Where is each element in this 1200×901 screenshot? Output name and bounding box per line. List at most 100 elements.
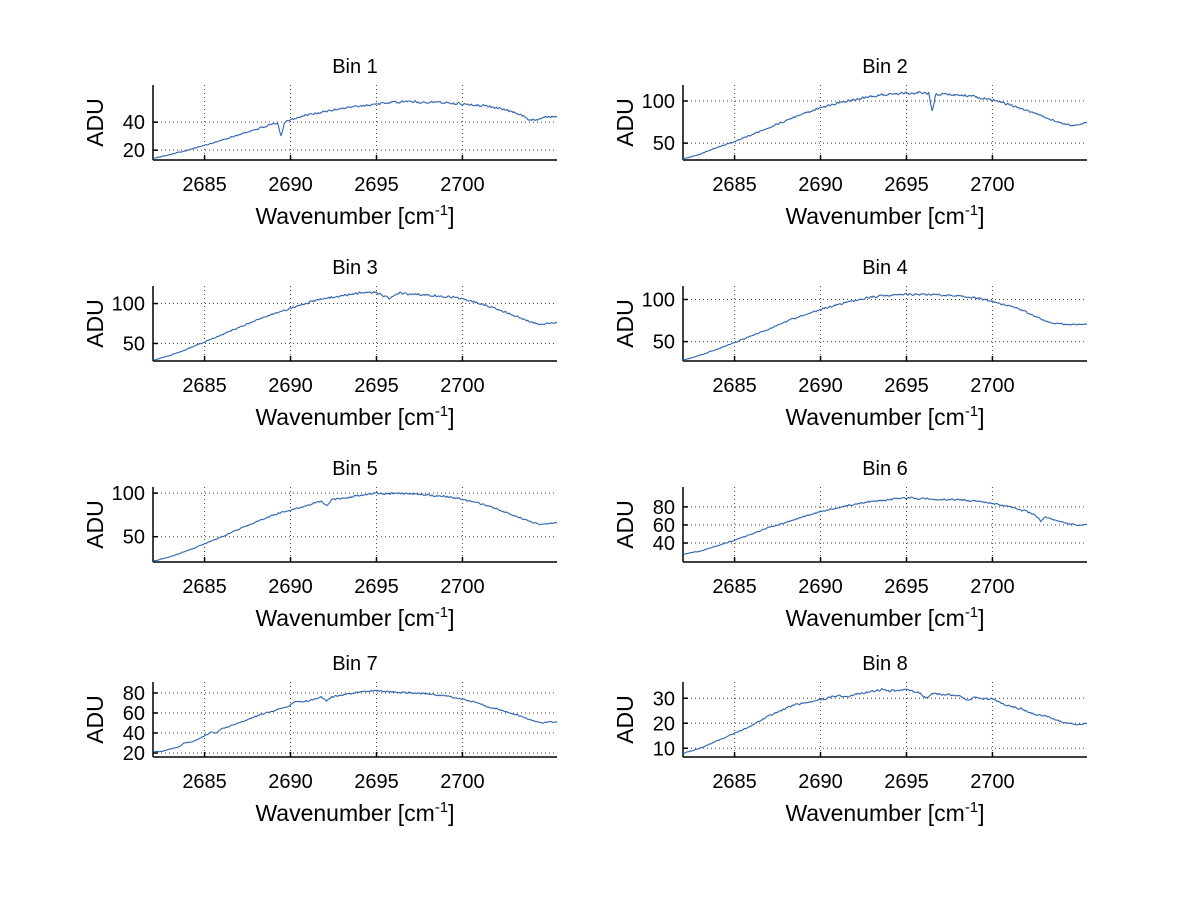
x-tick-label: 2685 bbox=[182, 174, 227, 196]
y-tick-label: 100 bbox=[642, 289, 675, 311]
data-curve-bin-1 bbox=[152, 100, 558, 160]
x-axis-label-main: Wavenumber [cm bbox=[255, 404, 434, 430]
x-axis-label: Wavenumber [cm-1] bbox=[255, 202, 454, 229]
y-axis-label: ADU bbox=[612, 500, 638, 549]
x-axis-label: Wavenumber [cm-1] bbox=[785, 799, 984, 826]
x-axis-label: Wavenumber [cm-1] bbox=[255, 604, 454, 631]
data-curve-bin-4 bbox=[682, 292, 1088, 361]
x-axis-label-sup: -1 bbox=[435, 403, 448, 420]
x-axis-label-main: Wavenumber [cm bbox=[785, 800, 964, 826]
data-curve-bin-3 bbox=[152, 291, 558, 361]
x-tick-label: 2700 bbox=[440, 174, 485, 196]
x-tick-label: 2700 bbox=[970, 576, 1015, 598]
x-axis-label-close: ] bbox=[978, 404, 984, 430]
x-tick-label: 2685 bbox=[712, 771, 757, 793]
x-tick-label: 2695 bbox=[884, 576, 929, 598]
x-axis-label-sup: -1 bbox=[965, 799, 978, 816]
x-axis-label-close: ] bbox=[978, 800, 984, 826]
x-tick-label: 2690 bbox=[268, 576, 313, 598]
x-tick-label: 2690 bbox=[798, 174, 843, 196]
x-axis-label: Wavenumber [cm-1] bbox=[255, 403, 454, 430]
y-axis-label: ADU bbox=[82, 299, 108, 348]
data-curve-bin-2 bbox=[682, 91, 1088, 160]
x-axis-label: Wavenumber [cm-1] bbox=[785, 604, 984, 631]
y-tick-label: 20 bbox=[123, 140, 145, 162]
x-tick-label: 2695 bbox=[884, 375, 929, 397]
y-tick-label: 50 bbox=[123, 527, 145, 549]
x-axis-label-main: Wavenumber [cm bbox=[785, 404, 964, 430]
y-tick-label: 20 bbox=[123, 743, 145, 765]
x-axis-label: Wavenumber [cm-1] bbox=[255, 799, 454, 826]
x-axis-label-sup: -1 bbox=[965, 604, 978, 621]
x-tick-label: 2695 bbox=[884, 174, 929, 196]
x-axis-label-close: ] bbox=[448, 800, 454, 826]
x-axis-label-sup: -1 bbox=[435, 202, 448, 219]
subplot-bin-5: 2685 2690 2695 2700 50 100 Bin 5 Wavenumber [cm… bbox=[82, 458, 558, 631]
y-tick-label: 100 bbox=[112, 294, 145, 316]
subplot-title: Bin 5 bbox=[332, 458, 378, 480]
x-tick-label: 2685 bbox=[182, 576, 227, 598]
subplot-title: Bin 6 bbox=[862, 458, 908, 480]
y-axis-label: ADU bbox=[82, 98, 108, 147]
x-tick-label: 2700 bbox=[440, 576, 485, 598]
y-tick-label: 80 bbox=[653, 497, 675, 519]
y-tick-label: 60 bbox=[653, 515, 675, 537]
x-tick-label: 2685 bbox=[182, 375, 227, 397]
x-axis-label-close: ] bbox=[448, 605, 454, 631]
x-tick-label: 2700 bbox=[970, 771, 1015, 793]
x-tick-label: 2695 bbox=[354, 576, 399, 598]
data-curve-bin-7 bbox=[152, 689, 558, 753]
y-tick-label: 20 bbox=[653, 713, 675, 735]
x-tick-label: 2695 bbox=[884, 771, 929, 793]
x-axis-label: Wavenumber [cm-1] bbox=[785, 202, 984, 229]
y-tick-label: 80 bbox=[123, 683, 145, 705]
x-tick-label: 2700 bbox=[440, 771, 485, 793]
x-tick-label: 2690 bbox=[268, 174, 313, 196]
x-axis-label-sup: -1 bbox=[435, 799, 448, 816]
y-tick-label: 50 bbox=[123, 333, 145, 355]
data-curve-bin-5 bbox=[152, 491, 558, 562]
y-axis-label: ADU bbox=[612, 98, 638, 147]
x-axis-label-sup: -1 bbox=[435, 604, 448, 621]
x-tick-label: 2700 bbox=[970, 375, 1015, 397]
y-tick-label: 60 bbox=[123, 703, 145, 725]
x-tick-label: 2685 bbox=[712, 576, 757, 598]
x-axis-label: Wavenumber [cm-1] bbox=[785, 403, 984, 430]
x-axis-label-close: ] bbox=[978, 203, 984, 229]
x-tick-label: 2685 bbox=[712, 174, 757, 196]
y-axis-label: ADU bbox=[82, 695, 108, 744]
subplot-title: Bin 2 bbox=[862, 56, 908, 78]
x-tick-label: 2700 bbox=[970, 174, 1015, 196]
data-curve-bin-8 bbox=[682, 688, 1088, 754]
x-tick-label: 2695 bbox=[354, 771, 399, 793]
subplot-bin-8: 2685 2690 2695 2700 10 20 30 Bin 8 Wavenumber [c… bbox=[612, 653, 1088, 826]
x-axis-label-close: ] bbox=[448, 203, 454, 229]
x-tick-label: 2690 bbox=[268, 375, 313, 397]
x-axis-label-main: Wavenumber [cm bbox=[255, 203, 434, 229]
x-tick-label: 2685 bbox=[182, 771, 227, 793]
y-tick-label: 50 bbox=[653, 133, 675, 155]
x-tick-label: 2695 bbox=[354, 375, 399, 397]
x-tick-label: 2700 bbox=[440, 375, 485, 397]
y-axis-label: ADU bbox=[82, 500, 108, 549]
y-tick-label: 40 bbox=[653, 533, 675, 555]
subplot-title: Bin 1 bbox=[332, 56, 378, 78]
x-axis-label-main: Wavenumber [cm bbox=[785, 203, 964, 229]
x-axis-label-sup: -1 bbox=[965, 403, 978, 420]
x-axis-label-main: Wavenumber [cm bbox=[255, 800, 434, 826]
y-tick-label: 10 bbox=[653, 738, 675, 760]
subplot-bin-3: 2685 2690 2695 2700 50 100 Bin 3 Wavenumber [cm… bbox=[82, 257, 558, 430]
y-axis-label: ADU bbox=[612, 299, 638, 348]
x-tick-label: 2695 bbox=[354, 174, 399, 196]
subplot-bin-4: 2685 2690 2695 2700 50 100 Bin 4 Wavenumber [cm… bbox=[612, 257, 1088, 430]
y-tick-label: 100 bbox=[112, 483, 145, 505]
x-axis-label-sup: -1 bbox=[965, 202, 978, 219]
x-axis-label-close: ] bbox=[448, 404, 454, 430]
y-tick-label: 40 bbox=[123, 723, 145, 745]
x-axis-label-main: Wavenumber [cm bbox=[785, 605, 964, 631]
subplot-title: Bin 4 bbox=[862, 257, 908, 279]
